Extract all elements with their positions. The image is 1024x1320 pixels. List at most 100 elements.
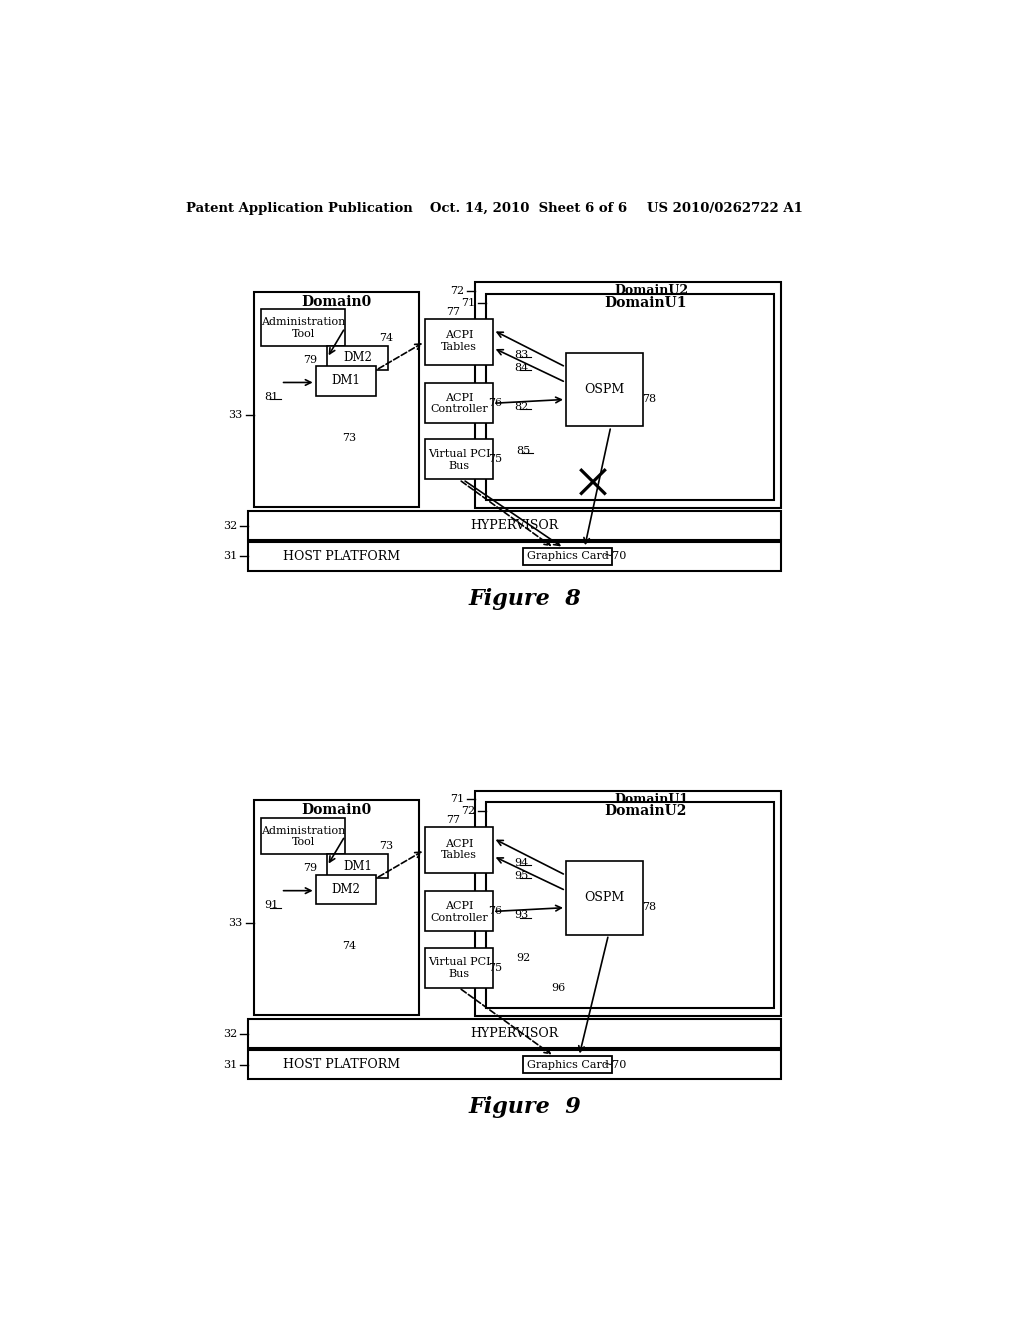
Text: 81: 81	[264, 392, 279, 403]
Text: Bus: Bus	[449, 461, 469, 471]
Text: 78: 78	[642, 903, 656, 912]
Text: DomainU2: DomainU2	[614, 284, 688, 297]
Text: 79: 79	[303, 355, 317, 366]
Text: DomainU1: DomainU1	[614, 792, 688, 805]
Bar	[425, 440, 493, 479]
Bar	[425, 318, 493, 364]
Bar	[248, 511, 781, 540]
Text: ~70: ~70	[604, 1060, 627, 1069]
Text: 74: 74	[343, 941, 356, 952]
Bar	[425, 948, 493, 987]
Text: Patent Application Publication: Patent Application Publication	[186, 202, 413, 215]
Bar	[523, 548, 612, 565]
Bar	[328, 346, 388, 370]
Text: 73: 73	[379, 841, 393, 851]
Text: DomainU2: DomainU2	[604, 804, 687, 818]
Text: Bus: Bus	[449, 969, 469, 979]
Text: ACPI: ACPI	[444, 902, 473, 911]
Text: 78: 78	[642, 395, 656, 404]
Text: DM1: DM1	[343, 859, 372, 873]
Text: ACPI: ACPI	[444, 838, 473, 849]
Text: 73: 73	[343, 433, 356, 444]
Bar	[425, 826, 493, 873]
Text: Tables: Tables	[441, 850, 477, 861]
Text: Tables: Tables	[441, 342, 477, 352]
Text: HOST PLATFORM: HOST PLATFORM	[283, 1059, 399, 1072]
Text: 71: 71	[461, 298, 475, 308]
Bar	[566, 354, 643, 426]
Text: 76: 76	[488, 907, 503, 916]
Text: 91: 91	[264, 900, 279, 911]
Text: 83: 83	[515, 350, 528, 360]
Text: OSPM: OSPM	[585, 891, 625, 904]
Bar	[475, 282, 781, 508]
Text: Administration: Administration	[261, 825, 345, 836]
Text: Figure  8: Figure 8	[468, 587, 582, 610]
Text: 77: 77	[445, 814, 460, 825]
Text: Virtual PCI: Virtual PCI	[428, 449, 490, 459]
Bar	[248, 1051, 781, 1080]
Text: 33: 33	[228, 917, 243, 928]
Text: Tool: Tool	[292, 329, 314, 339]
Bar	[486, 294, 774, 500]
Bar	[523, 1056, 612, 1073]
Text: HYPERVISOR: HYPERVISOR	[471, 519, 559, 532]
Text: 95: 95	[515, 871, 528, 880]
Bar	[254, 292, 419, 507]
Text: 82: 82	[515, 403, 528, 412]
Text: Graphics Card: Graphics Card	[527, 1060, 608, 1069]
Bar	[248, 543, 781, 572]
Text: DM2: DM2	[343, 351, 372, 364]
Text: Controller: Controller	[430, 404, 487, 414]
Text: 31: 31	[223, 552, 238, 561]
Bar	[315, 874, 376, 904]
Text: 94: 94	[515, 858, 528, 869]
Text: 31: 31	[223, 1060, 238, 1069]
Bar	[425, 383, 493, 424]
Text: ACPI: ACPI	[444, 330, 473, 341]
Text: 75: 75	[488, 454, 503, 465]
Text: Tool: Tool	[292, 837, 314, 847]
Bar	[566, 862, 643, 935]
Text: 74: 74	[379, 333, 393, 343]
Text: 96: 96	[551, 983, 565, 994]
Bar	[425, 891, 493, 932]
Text: 77: 77	[445, 306, 460, 317]
Bar	[261, 817, 345, 854]
Bar	[261, 309, 345, 346]
Text: 32: 32	[223, 520, 238, 531]
Text: 79: 79	[303, 863, 317, 874]
Text: Virtual PCI: Virtual PCI	[428, 957, 490, 968]
Text: DM2: DM2	[332, 883, 360, 896]
Text: 92: 92	[516, 953, 530, 962]
Text: 32: 32	[223, 1028, 238, 1039]
Bar	[248, 1019, 781, 1048]
Text: Domain0: Domain0	[301, 294, 372, 309]
Text: 76: 76	[488, 399, 503, 408]
Text: US 2010/0262722 A1: US 2010/0262722 A1	[647, 202, 803, 215]
Bar	[486, 803, 774, 1008]
Bar	[475, 791, 781, 1016]
Bar	[328, 854, 388, 878]
Text: 75: 75	[488, 962, 503, 973]
Text: Figure  9: Figure 9	[468, 1096, 582, 1118]
Text: HOST PLATFORM: HOST PLATFORM	[283, 550, 399, 564]
Text: DomainU1: DomainU1	[604, 296, 687, 310]
Text: Controller: Controller	[430, 912, 487, 923]
Text: 71: 71	[451, 795, 464, 804]
Text: 84: 84	[515, 363, 528, 372]
Text: OSPM: OSPM	[585, 383, 625, 396]
Text: Oct. 14, 2010  Sheet 6 of 6: Oct. 14, 2010 Sheet 6 of 6	[430, 202, 628, 215]
Text: ACPI: ACPI	[444, 393, 473, 403]
Text: 85: 85	[516, 446, 530, 455]
Text: 72: 72	[451, 286, 464, 296]
Text: DM1: DM1	[332, 375, 360, 388]
Text: 72: 72	[461, 807, 475, 816]
Text: Domain0: Domain0	[301, 803, 372, 817]
Text: 93: 93	[515, 911, 528, 920]
Text: 33: 33	[228, 409, 243, 420]
Text: HYPERVISOR: HYPERVISOR	[471, 1027, 559, 1040]
Bar	[254, 800, 419, 1015]
Text: Graphics Card: Graphics Card	[527, 552, 608, 561]
Text: ~70: ~70	[604, 552, 627, 561]
